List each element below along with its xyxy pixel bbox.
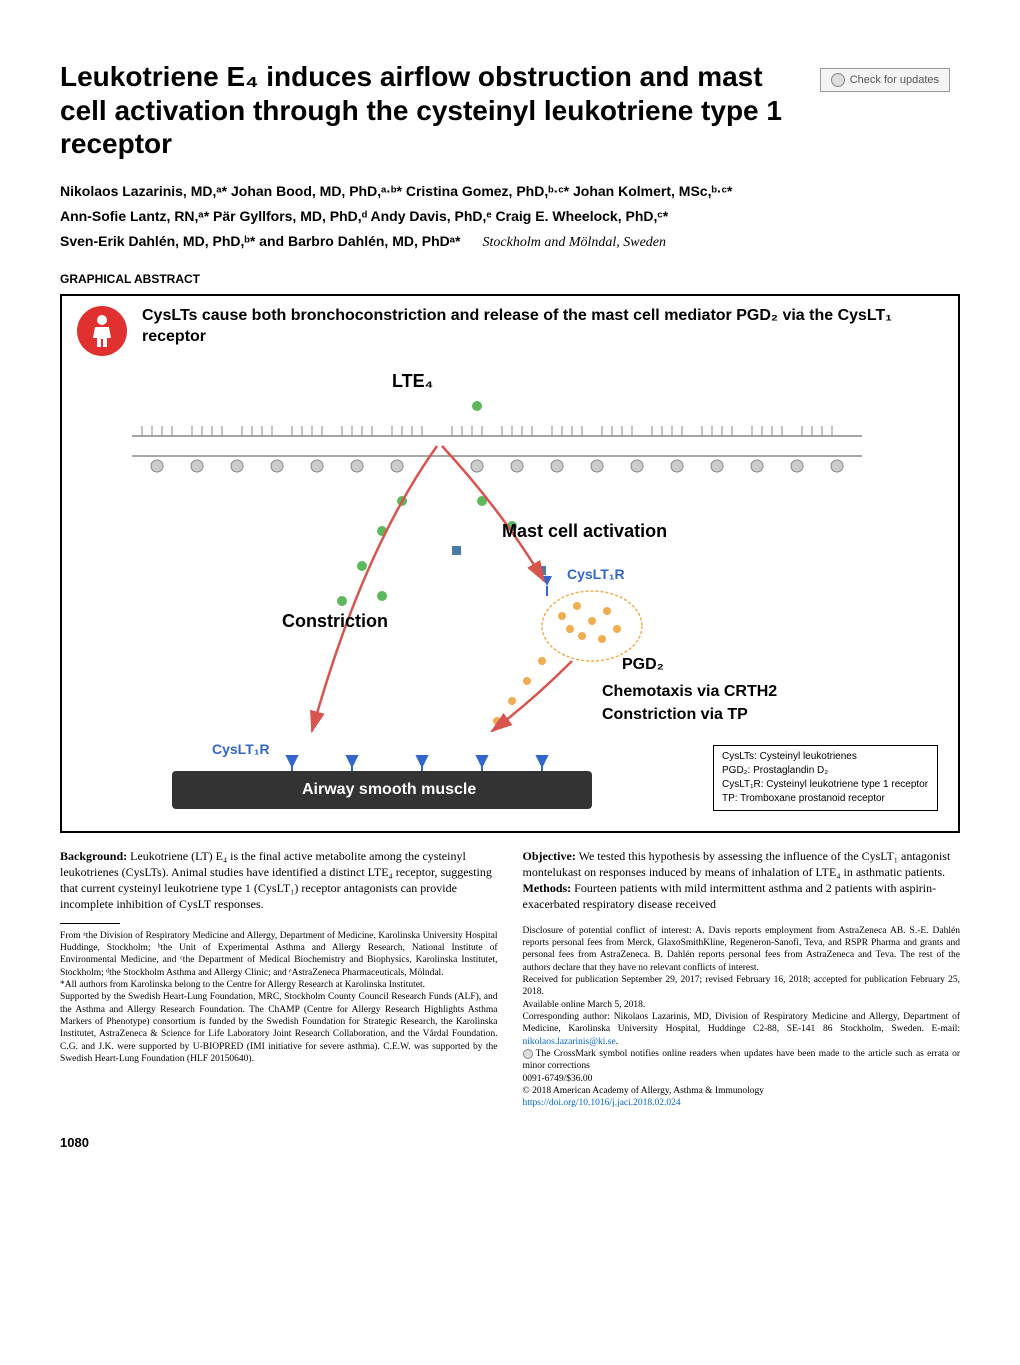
legend-line-2: PGD₂: Prostaglandin D₂ xyxy=(722,764,929,778)
methods-text: Fourteen patients with mild intermittent… xyxy=(523,881,937,911)
authors-line-3: Sven-Erik Dahlén, MD, PhD,ᵇ* and Barbro … xyxy=(60,233,461,249)
abstract-text-columns: Background: Leukotriene (LT) E₄ is the f… xyxy=(60,848,960,1110)
label-lte4: LTE₄ xyxy=(392,371,433,392)
background-label: Background: xyxy=(60,849,127,863)
person-icon xyxy=(77,306,127,356)
authors-line-1: Nikolaos Lazarinis, MD,ᵃ* Johan Bood, MD… xyxy=(60,181,960,202)
graphical-abstract-box: CysLTs cause both bronchoconstriction an… xyxy=(60,294,960,833)
left-column: Background: Leukotriene (LT) E₄ is the f… xyxy=(60,848,498,1110)
footnote-received: Received for publication September 29, 2… xyxy=(523,974,961,999)
check-updates-badge[interactable]: Check for updates xyxy=(820,68,950,92)
label-smooth-muscle: Airway smooth muscle xyxy=(302,781,476,799)
footnote-crossmark: The CrossMark symbol notifies online rea… xyxy=(523,1048,961,1073)
label-cyslt1r-top: CysLT₁R xyxy=(567,566,625,582)
article-title: Leukotriene E₄ induces airflow obstructi… xyxy=(60,60,810,161)
footnote-asterisk: *All authors from Karolinska belong to t… xyxy=(60,979,498,991)
methods-label: Methods: xyxy=(523,881,572,895)
abstract-header: CysLTs cause both bronchoconstriction an… xyxy=(62,296,958,361)
crossmark-text: The CrossMark symbol notifies online rea… xyxy=(523,1049,960,1071)
label-constriction-tp: Constriction via TP xyxy=(602,706,748,724)
label-constriction: Constriction xyxy=(282,611,388,632)
email-link[interactable]: nikolaos.lazarinis@ki.se xyxy=(523,1037,616,1047)
check-updates-text: Check for updates xyxy=(850,74,939,86)
diagram-area: LTE₄ Mast cell activation CysLT₁R Constr… xyxy=(82,371,938,821)
crossmark-icon xyxy=(831,73,845,87)
corresponding-text: Corresponding author: Nikolaos Lazarinis… xyxy=(523,1012,961,1034)
objective-text: We tested this hypothesis by assessing t… xyxy=(523,849,951,879)
footnote-issn: 0091-6749/$36.00 xyxy=(523,1073,961,1085)
objective-para: Objective: We tested this hypothesis by … xyxy=(523,848,961,880)
author-location: Stockholm and Mölndal, Sweden xyxy=(483,235,667,250)
crossmark-small-icon xyxy=(523,1049,533,1059)
abstract-header-text: CysLTs cause both bronchoconstriction an… xyxy=(142,306,943,348)
footnote-doi[interactable]: https://doi.org/10.1016/j.jaci.2018.02.0… xyxy=(523,1097,961,1109)
label-chemotaxis: Chemotaxis via CRTH2 xyxy=(602,683,777,701)
objective-label: Objective: xyxy=(523,849,576,863)
footnote-from: From ᵃthe Division of Respiratory Medici… xyxy=(60,930,498,979)
legend-line-3: CysLT₁R: Cysteinyl leukotriene type 1 re… xyxy=(722,778,929,792)
legend-line-4: TP: Tromboxane prostanoid receptor xyxy=(722,792,929,806)
footnote-supported: Supported by the Swedish Heart-Lung Foun… xyxy=(60,991,498,1065)
legend-line-1: CysLTs: Cysteinyl leukotrienes xyxy=(722,750,929,764)
label-mast-cell: Mast cell activation xyxy=(502,521,667,542)
legend-box: CysLTs: Cysteinyl leukotrienes PGD₂: Pro… xyxy=(713,745,938,811)
background-para: Background: Leukotriene (LT) E₄ is the f… xyxy=(60,848,498,913)
right-column: Objective: We tested this hypothesis by … xyxy=(523,848,961,1110)
methods-para: Methods: Fourteen patients with mild int… xyxy=(523,880,961,912)
footnote-copyright: © 2018 American Academy of Allergy, Asth… xyxy=(523,1085,961,1097)
footnote-separator xyxy=(60,923,120,924)
footnote-disclosure: Disclosure of potential conflict of inte… xyxy=(523,925,961,974)
graphical-abstract-label: GRAPHICAL ABSTRACT xyxy=(60,272,960,286)
footnote-available: Available online March 5, 2018. xyxy=(523,999,961,1011)
label-cyslt1r-bottom: CysLT₁R xyxy=(212,741,270,757)
authors-line-2: Ann-Sofie Lantz, RN,ᵃ* Pär Gyllfors, MD,… xyxy=(60,206,960,227)
label-pgd2: PGD₂ xyxy=(622,656,664,674)
footnote-corresponding: Corresponding author: Nikolaos Lazarinis… xyxy=(523,1011,961,1048)
page-number: 1080 xyxy=(60,1135,960,1150)
